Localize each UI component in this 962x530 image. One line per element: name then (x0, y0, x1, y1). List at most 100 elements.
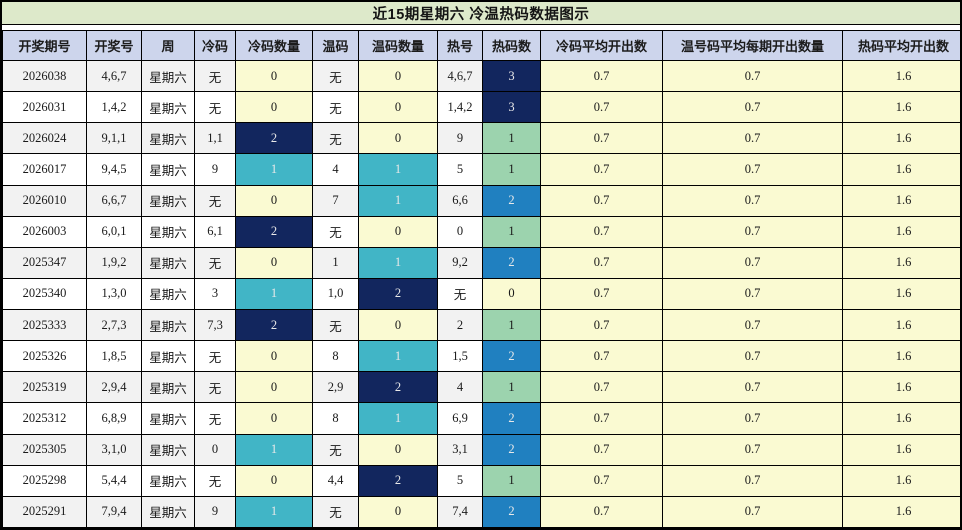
cell-cold-avg: 0.7 (540, 184, 663, 217)
column-header-10: 温号码平均每期开出数量 (662, 30, 843, 61)
cell-cold-code: 无 (194, 91, 236, 124)
cell-hot-code: 9,2 (437, 246, 483, 279)
cell-warm-avg: 0.7 (662, 402, 843, 435)
cell-cold-avg: 0.7 (540, 153, 663, 186)
cell-cold-count: 1 (235, 495, 313, 528)
cell-warm-code: 无 (312, 495, 359, 528)
cell-warm-avg: 0.7 (662, 91, 843, 124)
cell-period: 2025347 (2, 246, 87, 279)
table-row: 2025291 7,9,4 星期六 9 1 无 0 7,4 2 0.7 0.7 1.6 (2, 495, 960, 528)
cell-cold-avg: 0.7 (540, 340, 663, 373)
column-header-6: 温码数量 (358, 30, 438, 61)
cell-period: 2026038 (2, 59, 87, 93)
cell-week: 星期六 (141, 91, 195, 124)
cell-hot-count: 2 (482, 433, 541, 466)
cell-hot-avg: 1.6 (842, 433, 960, 466)
cell-draw-number: 4,6,7 (86, 59, 142, 93)
cell-warm-avg: 0.7 (662, 59, 843, 93)
cell-cold-avg: 0.7 (540, 402, 663, 435)
cell-hot-code: 3,1 (437, 433, 483, 466)
cell-warm-count: 0 (358, 122, 438, 155)
cell-draw-number: 1,3,0 (86, 277, 142, 311)
cell-warm-avg: 0.7 (662, 215, 843, 248)
cell-cold-code: 无 (194, 402, 236, 435)
cell-warm-code: 无 (312, 122, 359, 155)
cell-hot-avg: 1.6 (842, 184, 960, 217)
cell-warm-avg: 0.7 (662, 371, 843, 404)
title-table-divider (2, 25, 960, 30)
cell-hot-avg: 1.6 (842, 371, 960, 404)
cell-cold-code: 无 (194, 371, 236, 404)
cell-cold-count: 0 (235, 402, 313, 435)
cell-warm-avg: 0.7 (662, 246, 843, 279)
cell-hot-code: 无 (437, 277, 483, 311)
column-header-8: 热码数 (482, 30, 541, 61)
table-row: 2025305 3,1,0 星期六 0 1 无 0 3,1 2 0.7 0.7 1.6 (2, 433, 960, 466)
cell-cold-avg: 0.7 (540, 433, 663, 466)
cell-cold-count: 0 (235, 59, 313, 93)
cell-warm-avg: 0.7 (662, 184, 843, 217)
cell-week: 星期六 (141, 246, 195, 279)
table-row: 2026003 6,0,1 星期六 6,1 2 无 0 0 1 0.7 0.7 1.6 (2, 215, 960, 248)
cell-hot-count: 0 (482, 277, 541, 311)
cell-cold-code: 6,1 (194, 215, 236, 248)
cell-hot-count: 1 (482, 122, 541, 155)
cell-hot-avg: 1.6 (842, 402, 960, 435)
cell-hot-count: 3 (482, 59, 541, 93)
table-row: 2025333 2,7,3 星期六 7,3 2 无 0 2 1 0.7 0.7 1.6 (2, 308, 960, 342)
column-header-9: 冷码平均开出数 (540, 30, 663, 61)
cell-cold-count: 2 (235, 122, 313, 155)
table-row: 2025340 1,3,0 星期六 3 1 1,0 2 无 0 0.7 0.7 1.6 (2, 277, 960, 311)
cell-hot-avg: 1.6 (842, 59, 960, 93)
cell-cold-code: 9 (194, 153, 236, 186)
cell-warm-avg: 0.7 (662, 433, 843, 466)
cell-cold-count: 0 (235, 340, 313, 373)
cell-hot-code: 1,4,2 (437, 91, 483, 124)
cell-cold-avg: 0.7 (540, 371, 663, 404)
cell-period: 2025291 (2, 495, 87, 528)
cell-warm-code: 无 (312, 59, 359, 93)
cell-draw-number: 1,8,5 (86, 340, 142, 373)
cell-cold-avg: 0.7 (540, 59, 663, 93)
table-row: 2026024 9,1,1 星期六 1,1 2 无 0 9 1 0.7 0.7 1.6 (2, 122, 960, 155)
cell-warm-code: 无 (312, 433, 359, 466)
cell-hot-count: 1 (482, 464, 541, 497)
cell-warm-code: 7 (312, 184, 359, 217)
cell-cold-avg: 0.7 (540, 215, 663, 248)
cell-draw-number: 6,6,7 (86, 184, 142, 217)
cell-draw-number: 1,9,2 (86, 246, 142, 279)
cell-warm-count: 1 (358, 246, 438, 279)
cell-hot-code: 5 (437, 153, 483, 186)
column-header-4: 冷码数量 (235, 30, 313, 61)
cell-hot-avg: 1.6 (842, 277, 960, 311)
cell-hot-code: 1,5 (437, 340, 483, 373)
cell-hot-count: 1 (482, 215, 541, 248)
cell-draw-number: 9,4,5 (86, 153, 142, 186)
cell-hot-avg: 1.6 (842, 464, 960, 497)
cell-hot-avg: 1.6 (842, 215, 960, 248)
cell-warm-count: 2 (358, 371, 438, 404)
cell-hot-avg: 1.6 (842, 153, 960, 186)
cell-week: 星期六 (141, 371, 195, 404)
cell-hot-code: 4 (437, 371, 483, 404)
cell-warm-count: 1 (358, 402, 438, 435)
column-header-2: 周 (141, 30, 195, 61)
cell-warm-count: 2 (358, 277, 438, 311)
cell-cold-count: 0 (235, 246, 313, 279)
cell-hot-code: 6,6 (437, 184, 483, 217)
column-header-7: 热号 (437, 30, 483, 61)
cell-cold-count: 1 (235, 277, 313, 311)
cell-cold-code: 1,1 (194, 122, 236, 155)
cell-warm-avg: 0.7 (662, 277, 843, 311)
cell-draw-number: 6,8,9 (86, 402, 142, 435)
cell-cold-count: 0 (235, 91, 313, 124)
cell-draw-number: 6,0,1 (86, 215, 142, 248)
cold-warm-hot-table: 开奖期号 开奖号周冷码 冷码数量 温码 温码数量 热号 热码数 冷码平均开出数 温号码平均每期开… (2, 30, 960, 528)
cell-warm-count: 1 (358, 340, 438, 373)
table-row: 2025298 5,4,4 星期六无 0 4,4 2 5 1 0.7 0.7 1.6 (2, 464, 960, 497)
cell-week: 星期六 (141, 308, 195, 342)
cell-hot-count: 2 (482, 402, 541, 435)
cell-warm-count: 1 (358, 184, 438, 217)
cell-hot-code: 7,4 (437, 495, 483, 528)
cell-hot-count: 2 (482, 340, 541, 373)
